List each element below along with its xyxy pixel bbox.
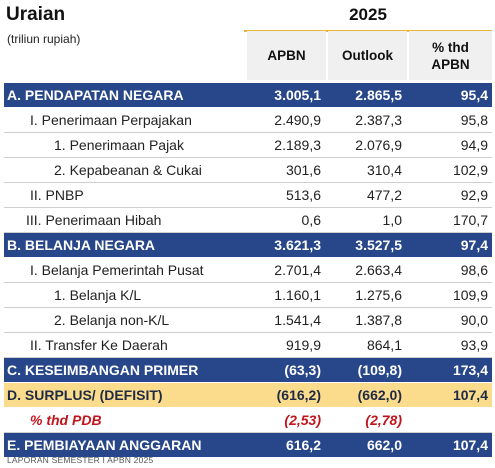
report-footer: LAPORAN SEMESTER I APBN 2025 xyxy=(7,455,154,465)
cell-apbn: 0,6 xyxy=(301,212,321,228)
cell-apbn: 513,6 xyxy=(285,187,321,203)
cell-pct: 98,6 xyxy=(460,262,488,278)
cell-pct: 90,0 xyxy=(460,312,488,328)
cell-pct: 107,4 xyxy=(452,437,488,453)
cell-apbn: 919,9 xyxy=(285,337,321,353)
cell-apbn: 1.541,4 xyxy=(274,312,321,328)
cell-outlook: (2,78) xyxy=(365,412,402,428)
column-header-outlook: Outlook xyxy=(328,31,407,80)
cell-pct: 94,9 xyxy=(460,137,488,153)
row-label: D. SURPLUS/ (DEFISIT) xyxy=(7,387,163,403)
row-label: 2. Belanja non-K/L xyxy=(54,312,170,328)
table-row: D. SURPLUS/ (DEFISIT) (616,2) (662,0) 10… xyxy=(4,383,492,408)
table-row: E. PEMBIAYAAN ANGGARAN 616,2 662,0 107,4 xyxy=(4,433,492,458)
cell-apbn: 2.701,4 xyxy=(274,262,321,278)
table-row: I. Belanja Pemerintah Pusat 2.701,4 2.66… xyxy=(4,258,492,283)
table-row: II. Transfer Ke Daerah 919,9 864,1 93,9 xyxy=(4,333,492,358)
table-row: 2. Belanja non-K/L 1.541,4 1.387,8 90,0 xyxy=(4,308,492,333)
table-row: II. PNBP 513,6 477,2 92,9 xyxy=(4,183,492,208)
column-header-pct-apbn-text: % thd APBN xyxy=(431,39,470,72)
cell-apbn: 301,6 xyxy=(285,162,321,178)
row-label: 2. Kepabeanan & Cukai xyxy=(54,162,202,178)
cell-pct: 170,7 xyxy=(452,212,488,228)
cell-apbn: 616,2 xyxy=(285,437,321,453)
cell-pct: 97,4 xyxy=(460,237,488,253)
cell-apbn: 1.160,1 xyxy=(274,287,321,303)
row-label: II. PNBP xyxy=(30,187,84,203)
table-row: 1. Belanja K/L 1.160,1 1.275,6 109,9 xyxy=(4,283,492,308)
cell-outlook: 1.275,6 xyxy=(355,287,402,303)
cell-apbn: 3.621,3 xyxy=(274,237,321,253)
cell-outlook: 2.387,3 xyxy=(355,112,402,128)
cell-outlook: 1.387,8 xyxy=(355,312,402,328)
cell-outlook: (109,8) xyxy=(357,362,402,378)
table-row: I. Penerimaan Perpajakan 2.490,9 2.387,3… xyxy=(4,108,492,133)
cell-apbn: 3.005,1 xyxy=(274,87,321,103)
cell-outlook: 310,4 xyxy=(366,162,402,178)
column-header-apbn: APBN xyxy=(247,31,326,80)
year-header: 2025 xyxy=(349,5,387,24)
cell-apbn: 2.490,9 xyxy=(274,112,321,128)
cell-outlook: 662,0 xyxy=(366,437,402,453)
cell-pct: 93,9 xyxy=(460,337,488,353)
row-label: C. KESEIMBANGAN PRIMER xyxy=(7,362,199,378)
table-title: Uraian xyxy=(6,4,66,25)
cell-outlook: 2.076,9 xyxy=(355,137,402,153)
table-row: C. KESEIMBANGAN PRIMER (63,3) (109,8) 17… xyxy=(4,358,492,383)
budget-table: A. PENDAPATAN NEGARA 3.005,1 2.865,5 95,… xyxy=(4,83,492,458)
cell-outlook: 1,0 xyxy=(382,212,402,228)
cell-pct: 95,8 xyxy=(460,112,488,128)
cell-outlook: 3.527,5 xyxy=(355,237,402,253)
cell-pct: 109,9 xyxy=(452,287,488,303)
cell-pct: 107,4 xyxy=(452,387,488,403)
row-label: I. Belanja Pemerintah Pusat xyxy=(30,262,204,278)
cell-outlook: (662,0) xyxy=(357,387,402,403)
cell-pct: 92,9 xyxy=(460,187,488,203)
row-label: E. PEMBIAYAAN ANGGARAN xyxy=(7,437,202,453)
row-label: 1. Penerimaan Pajak xyxy=(54,137,184,153)
cell-apbn: (63,3) xyxy=(284,362,321,378)
cell-outlook: 864,1 xyxy=(366,337,402,353)
row-label: 1. Belanja K/L xyxy=(54,287,142,303)
cell-pct: 102,9 xyxy=(452,162,488,178)
cell-pct: 173,4 xyxy=(452,362,488,378)
row-label: % thd PDB xyxy=(30,412,102,428)
cell-pct: 95,4 xyxy=(460,87,488,103)
row-label: B. BELANJA NEGARA xyxy=(7,237,156,253)
row-label: I. Penerimaan Perpajakan xyxy=(30,112,192,128)
table-row: 1. Penerimaan Pajak 2.189,3 2.076,9 94,9 xyxy=(4,133,492,158)
unit-note: (triliun rupiah) xyxy=(7,32,81,46)
row-label: II. Transfer Ke Daerah xyxy=(30,337,168,353)
cell-apbn: (2,53) xyxy=(284,412,321,428)
table-row: III. Penerimaan Hibah 0,6 1,0 170,7 xyxy=(4,208,492,233)
cell-apbn: (616,2) xyxy=(276,387,321,403)
row-label: III. Penerimaan Hibah xyxy=(26,212,162,228)
table-row: B. BELANJA NEGARA 3.621,3 3.527,5 97,4 xyxy=(4,233,492,258)
table-row: 2. Kepabeanan & Cukai 301,6 310,4 102,9 xyxy=(4,158,492,183)
table-row: A. PENDAPATAN NEGARA 3.005,1 2.865,5 95,… xyxy=(4,83,492,108)
cell-outlook: 2.663,4 xyxy=(355,262,402,278)
table-row: % thd PDB (2,53) (2,78) xyxy=(4,408,492,433)
column-header-pct-apbn: % thd APBN xyxy=(409,31,492,80)
cell-outlook: 2.865,5 xyxy=(355,87,402,103)
cell-outlook: 477,2 xyxy=(366,187,402,203)
row-label: A. PENDAPATAN NEGARA xyxy=(7,87,184,103)
cell-apbn: 2.189,3 xyxy=(274,137,321,153)
